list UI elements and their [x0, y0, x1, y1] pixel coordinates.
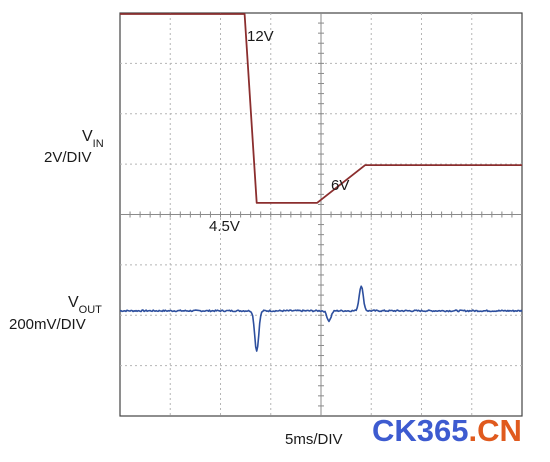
grid	[120, 13, 522, 416]
vout-scale-label: 200mV/DIV	[9, 316, 86, 333]
vout-trace	[119, 285, 523, 352]
annotation-12v: 12V	[247, 28, 274, 45]
traces	[119, 13, 523, 352]
vout-label: VOUT	[68, 294, 102, 316]
vin-label: VIN	[82, 128, 104, 150]
x-axis-label: 5ms/DIV	[285, 431, 343, 448]
vin-trace	[120, 13, 522, 204]
annotation-4-5v: 4.5V	[209, 218, 240, 235]
annotation-6v: 6V	[331, 177, 349, 194]
vin-scale-label: 2V/DIV	[44, 149, 92, 166]
watermark-logo: CK365.CN	[372, 413, 522, 448]
